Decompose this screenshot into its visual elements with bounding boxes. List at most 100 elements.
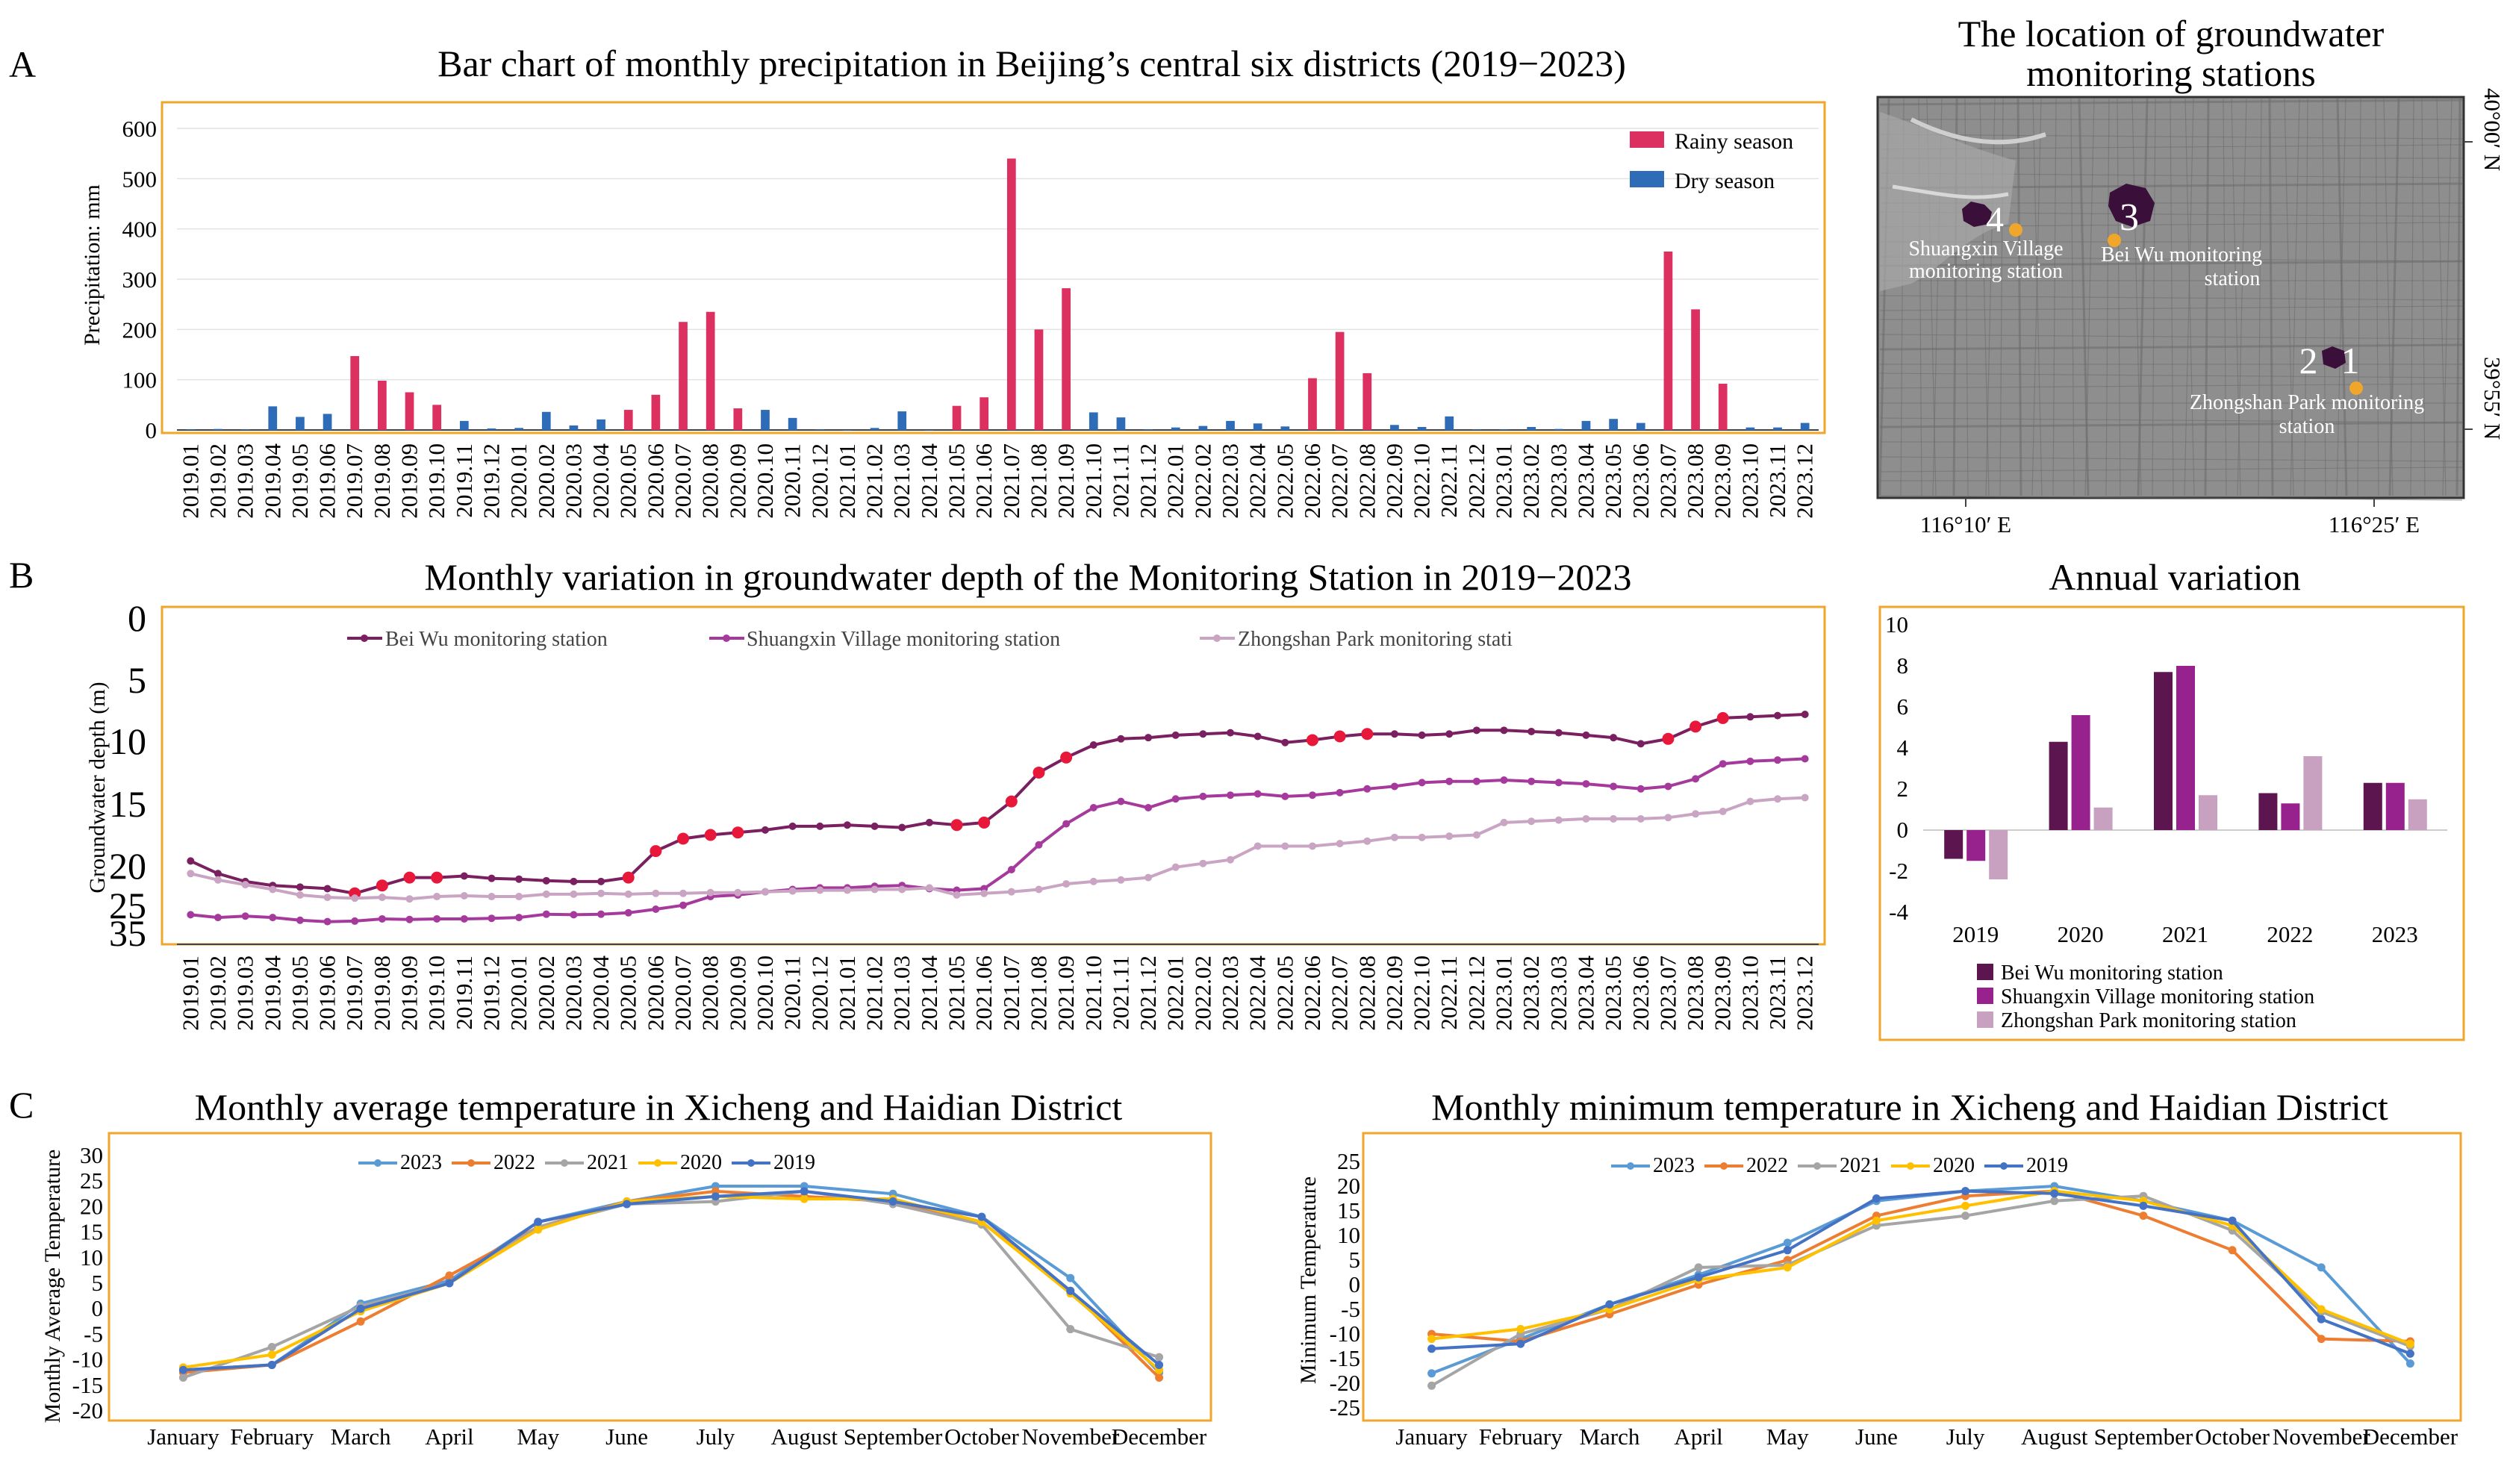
legend-shuangxin-label: Shuangxin Village monitoring station [747,628,1060,651]
depth-point [1117,735,1125,743]
temp-line-2019 [183,1189,1160,1372]
depth-point [732,826,744,839]
station-2-label-1: Zhongshan Park monitoring [2190,391,2424,414]
temp-ytick: -15 [1330,1345,1360,1371]
depth-point [1336,840,1344,848]
annual-ytick: -2 [1889,858,1908,884]
legend-shuangxin-marker [723,635,730,642]
temp-legend-label: 2023 [400,1151,442,1174]
depth-point [460,872,468,880]
depth-point [597,910,605,918]
precip-xtick: 2019.08 [369,443,395,519]
temp-line-2020 [1431,1189,2411,1346]
precip-xtick: 2022.02 [1189,443,1215,519]
depth-point [1418,731,1426,739]
depth-xtick: 2019.04 [259,955,285,1031]
depth-point [1610,782,1618,791]
temp-point [534,1225,543,1234]
precip-xtick: 2020.09 [724,443,750,519]
temp-line-2021 [1430,1194,2411,1388]
depth-point [1308,842,1316,850]
temp-xtick: October [2195,1424,2270,1450]
temp-point [445,1279,454,1288]
precip-frame [161,101,1826,434]
temp-legend-marker-2021 [1813,1162,1821,1170]
depth-line-0 [190,713,1805,895]
annual-ytick: 2 [1897,776,1909,802]
map-street-ns [2184,98,2194,496]
depth-point [871,822,879,830]
depth-point [1199,730,1207,738]
temp-point [2050,1197,2059,1206]
map-street-ew [1879,421,2463,428]
temp-ytick: 0 [92,1295,104,1321]
depth-point [1719,807,1727,815]
map-street-ew [1879,334,2463,340]
precip-bar-2020.10 [761,410,770,430]
depth-point [1472,777,1480,785]
precip-bar-2019.04 [268,406,278,430]
temp-xtick: April [425,1424,473,1450]
precip-xtick: 2021.05 [944,443,970,519]
annual-bar-2020-1 [2071,715,2090,830]
depth-point [1035,841,1043,849]
depth-xtick: 2021.08 [1025,955,1051,1031]
depth-point [1445,730,1454,738]
temp-point [2228,1246,2237,1255]
depth-xtick: 2022.06 [1299,955,1325,1031]
station-4-marker [2009,223,2022,237]
map-street-ns [2170,98,2174,496]
precip-bar-2022.09 [1390,425,1399,430]
depth-xtick: 2019.01 [177,955,203,1031]
temp-line-2023 [183,1185,1161,1374]
legend-zhongshan-marker [1213,635,1221,642]
map-street-ns [2421,98,2426,496]
depth-point [1089,804,1097,811]
depth-legend: Bei Wu monitoring station Shuangxin Vill… [347,628,1513,651]
station-4-area [1962,202,1992,227]
depth-xtick: 2022.07 [1327,955,1353,1031]
depth-point [460,891,468,900]
map-hills [1880,112,2016,291]
annual-frame [1878,605,2465,1041]
precip-bar-2023.06 [1636,423,1645,430]
map-street-ew [1879,467,2463,473]
temp-point [711,1192,720,1201]
depth-point [1171,731,1180,739]
depth-point [843,886,851,894]
depth-point [214,876,222,884]
precip-xtick: 2019.10 [423,443,449,519]
depth-point [433,893,441,901]
depth-point [296,883,304,891]
avgtemp-ylabel: Monthly Average Temperature [40,1150,65,1424]
depth-xtick: 2021.02 [862,955,888,1031]
depth-point [1554,816,1563,824]
depth-point [1664,782,1672,791]
precip-xtick: 2021.08 [1025,443,1051,519]
annual-ytick: 4 [1897,735,1909,761]
depth-point [704,829,717,841]
temp-point [1961,1187,1970,1196]
legend-rainy-swatch [1630,131,1664,148]
precip-bar-2020.07 [679,322,688,430]
precip-bar-2023.05 [1609,419,1618,430]
depth-xtick: 2023.07 [1654,955,1681,1031]
depth-point [1801,711,1809,718]
precip-xtick: 2021.06 [971,443,997,519]
depth-point [1227,791,1235,799]
depth-point [1746,713,1754,721]
depth-point [1062,820,1071,828]
depth-point [1144,873,1153,882]
annual-title: Annual variation [2049,556,2300,598]
temp-point [1694,1273,1703,1282]
temp-legend-marker-2023 [374,1159,382,1167]
temp-point [1427,1344,1436,1353]
precip-xtick: 2023.11 [1764,443,1790,518]
depth-point [433,914,441,923]
depth-xtick: 2023.03 [1545,955,1572,1031]
depth-point [1007,888,1015,896]
lon-right-label: 116°25′ E [2329,511,2420,537]
depth-point [950,819,963,832]
mintemp-title: Monthly minimum temperature in Xicheng a… [1431,1086,2388,1128]
depth-point [378,894,386,902]
